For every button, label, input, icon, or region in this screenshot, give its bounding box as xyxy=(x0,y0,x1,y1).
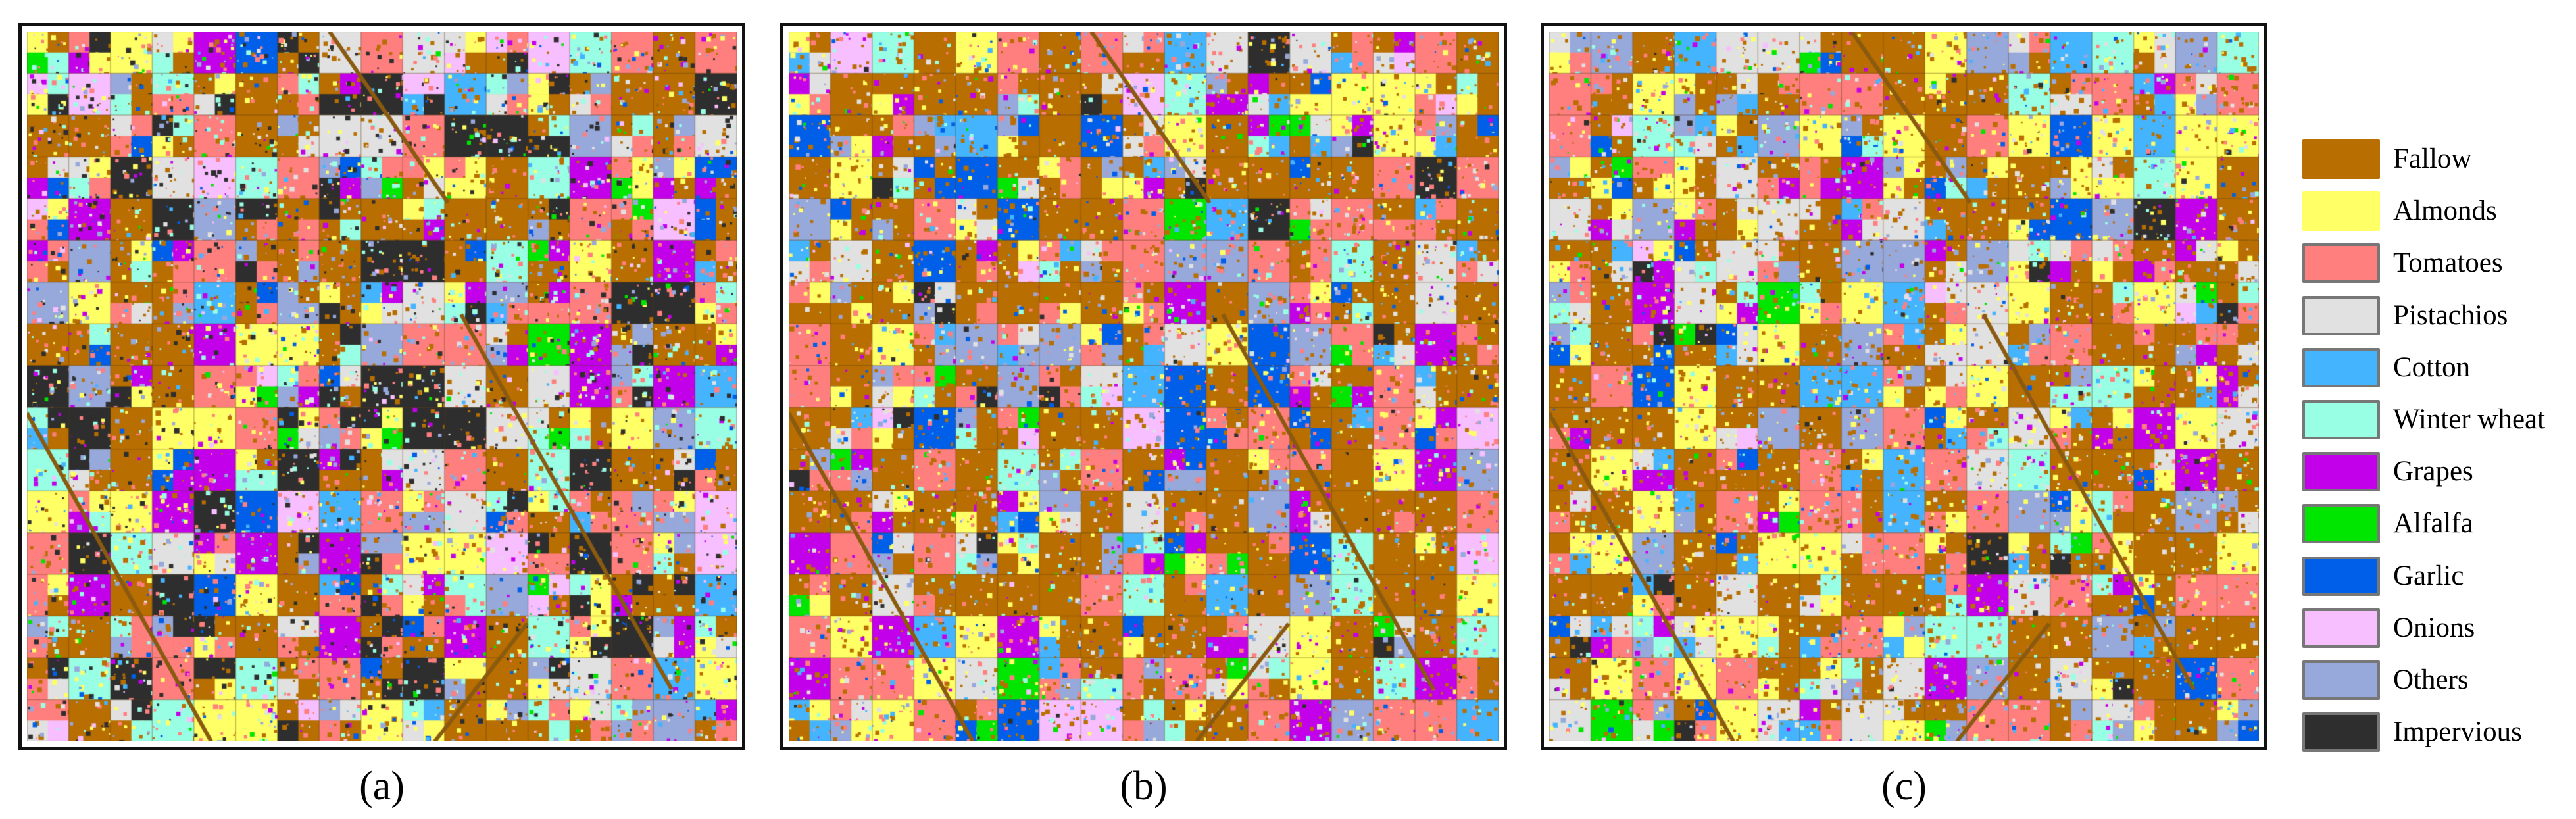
pistachios-swatch xyxy=(2302,295,2380,335)
legend-item-winter-wheat: Winter wheat xyxy=(2302,399,2576,452)
legend-item-garlic: Garlic xyxy=(2302,556,2576,608)
onions-swatch xyxy=(2302,608,2380,648)
legend-item-almonds: Almonds xyxy=(2302,191,2576,243)
legend-item-others: Others xyxy=(2302,660,2576,712)
legend-item-grapes: Grapes xyxy=(2302,452,2576,504)
winter-wheat-swatch xyxy=(2302,399,2380,439)
legend-item-tomatoes: Tomatoes xyxy=(2302,243,2576,295)
legend-item-fallow: Fallow xyxy=(2302,139,2576,191)
crop-classification-map-b xyxy=(789,32,1499,741)
panel-caption-b: (b) xyxy=(1120,764,1168,808)
panel-caption-a: (a) xyxy=(359,764,405,808)
map-panel-c xyxy=(1541,23,2267,750)
legend-item-pistachios: Pistachios xyxy=(2302,295,2576,348)
legend-item-impervious: Impervious xyxy=(2302,712,2576,764)
cotton-swatch xyxy=(2302,347,2380,387)
alfalfa-swatch xyxy=(2302,504,2380,544)
panel-caption-c: (c) xyxy=(1881,764,1927,808)
almonds-swatch xyxy=(2302,191,2380,232)
others-swatch xyxy=(2302,660,2380,700)
crop-classification-map-c xyxy=(1549,32,2259,741)
crop-classification-map-a xyxy=(27,32,737,741)
legend-item-onions: Onions xyxy=(2302,608,2576,660)
map-legend: Fallow Almonds Tomatoes Pistachios Cotto… xyxy=(2302,139,2576,764)
garlic-swatch xyxy=(2302,556,2380,596)
fallow-swatch xyxy=(2302,139,2380,179)
grapes-swatch xyxy=(2302,452,2380,492)
tomatoes-swatch xyxy=(2302,243,2380,284)
legend-item-alfalfa: Alfalfa xyxy=(2302,504,2576,556)
map-panel-b xyxy=(780,23,1507,750)
map-panel-a xyxy=(18,23,745,750)
impervious-swatch xyxy=(2302,712,2380,753)
legend-item-cotton: Cotton xyxy=(2302,347,2576,400)
